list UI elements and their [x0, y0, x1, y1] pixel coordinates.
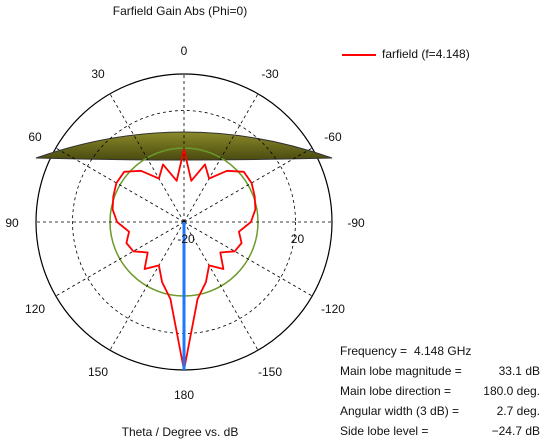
spoke [55, 221, 185, 297]
pattern-line [111, 148, 257, 371]
spoke [183, 221, 259, 351]
info-value: 4.148 GHz [414, 344, 471, 358]
info-value: 180.0 deg. [483, 384, 540, 398]
info-label: Side lobe level = [340, 424, 428, 438]
spoke [109, 221, 185, 351]
chart-title: Farfield Gain Abs (Phi=0) [113, 4, 247, 18]
info-label: Main lobe magnitude = [340, 364, 462, 378]
info-label: Frequency = [340, 344, 407, 358]
legend-label: farfield (f=4.148) [382, 47, 470, 61]
info-label: Angular width (3 dB) = [340, 404, 459, 418]
spoke [183, 221, 313, 297]
theta-tick-label: -150 [258, 365, 282, 379]
theta-tick-label: 90 [5, 216, 19, 230]
theta-tick-label: 0 [181, 44, 188, 58]
theta-tick-label: 180 [174, 388, 194, 402]
axis-label: Theta / Degree vs. dB [122, 425, 239, 439]
theta-tick-label: -120 [321, 302, 345, 316]
info-label: Main lobe direction = [340, 384, 451, 398]
info-value: 33.1 dB [499, 364, 540, 378]
info-value: −24.7 dB [492, 424, 540, 438]
info-value: 2.7 deg. [497, 404, 540, 418]
theta-tick-label: -60 [324, 130, 342, 144]
spoke [183, 93, 259, 223]
theta-tick-label: 120 [25, 302, 45, 316]
theta-tick-label: 60 [28, 130, 42, 144]
theta-tick-label: -90 [347, 216, 365, 230]
theta-tick-label: 150 [88, 365, 108, 379]
spoke [109, 93, 185, 223]
spoke [55, 147, 185, 223]
theta-tick-label: -30 [261, 67, 279, 81]
r-tick-label: 20 [291, 232, 305, 246]
spoke [183, 147, 313, 223]
r-tick-label: -20 [177, 232, 195, 246]
theta-tick-label: 30 [91, 67, 105, 81]
main-lobe-cap [35, 131, 333, 161]
